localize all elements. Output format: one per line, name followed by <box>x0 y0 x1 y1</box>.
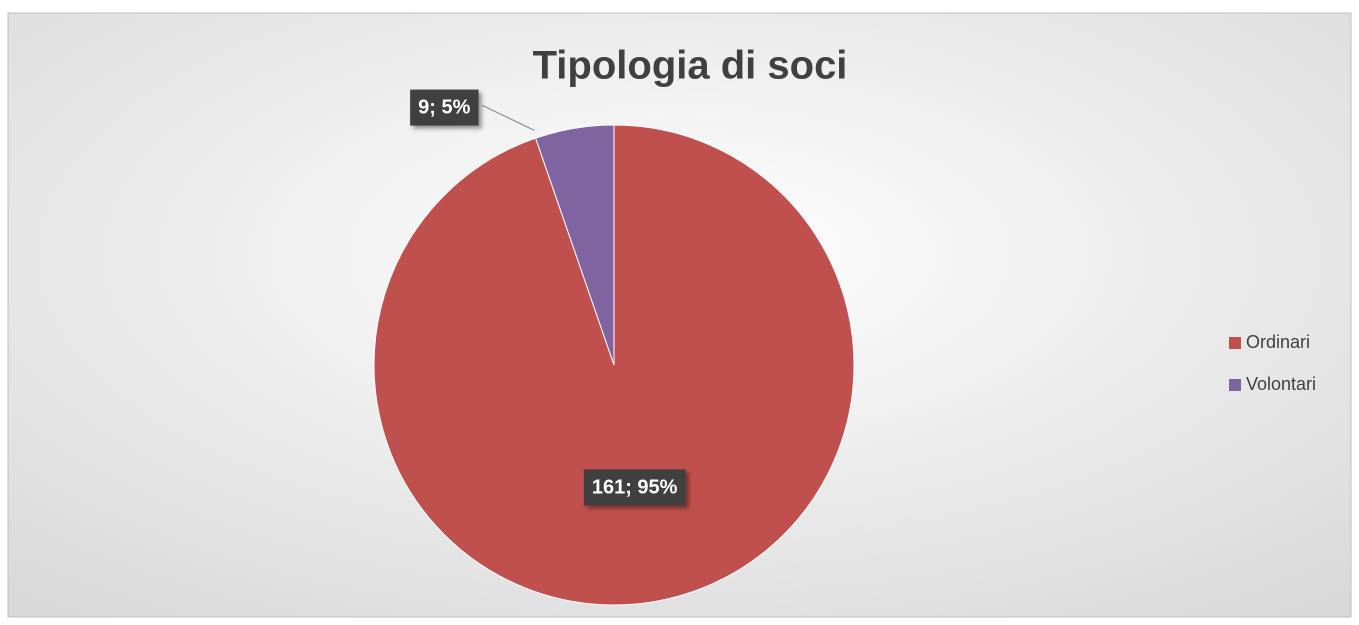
legend-swatch <box>1229 337 1241 349</box>
chart-title: Tipologia di soci <box>533 44 848 88</box>
data-label-box <box>410 89 479 126</box>
data-label-box <box>583 469 686 506</box>
data-label: 9; 5% <box>418 97 470 119</box>
legend-label: Volontari <box>1246 374 1316 394</box>
leader-line <box>482 104 535 131</box>
legend-swatch <box>1229 379 1241 391</box>
legend-label: Ordinari <box>1246 332 1310 352</box>
data-label: 161; 95% <box>592 476 678 498</box>
pie-slice <box>534 124 615 366</box>
